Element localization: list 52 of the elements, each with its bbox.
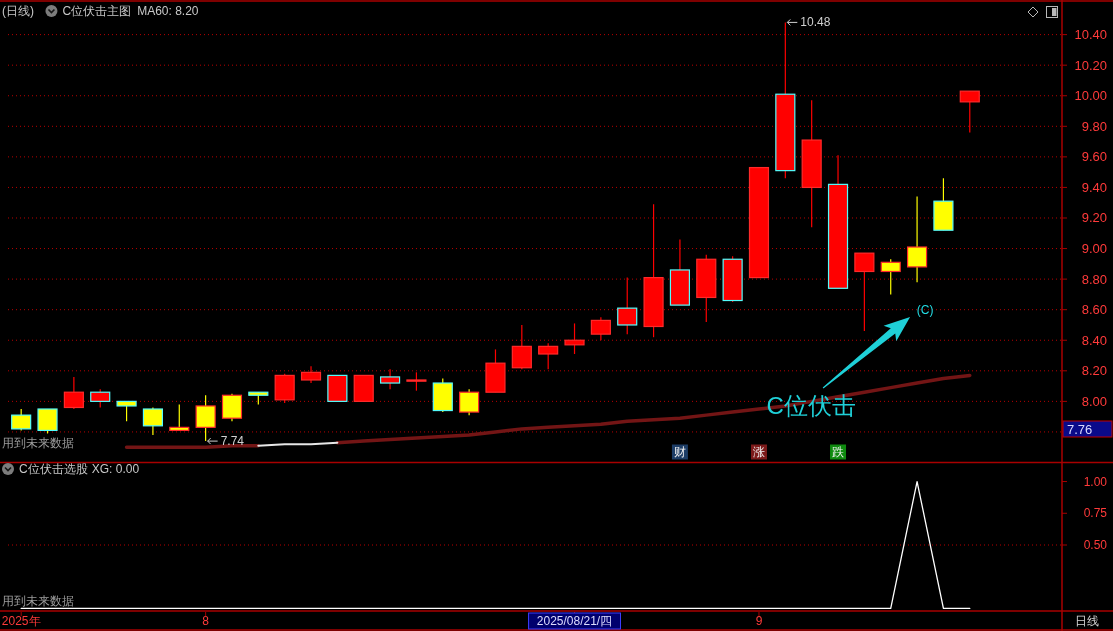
y-tick-label: 9.20	[1081, 210, 1107, 226]
y-tick-label: 9.40	[1081, 179, 1107, 195]
y-tick-label: 10.20	[1074, 57, 1107, 73]
x-tick-label: 9	[755, 614, 763, 628]
candlestick	[880, 258, 901, 295]
x-tick-label: 8	[202, 614, 210, 628]
y-tick-label: 8.60	[1081, 302, 1107, 318]
y-tick-label: 9.80	[1081, 118, 1107, 134]
x-tick-label: 2025年	[1, 614, 41, 628]
y-tick-label: 8.80	[1081, 271, 1107, 287]
candlestick	[90, 388, 111, 409]
candlestick	[617, 276, 638, 335]
y-tick-label: 10.00	[1074, 88, 1107, 104]
candlestick	[379, 368, 401, 390]
candlestick	[221, 393, 243, 422]
candlestick	[37, 408, 58, 435]
y-tick-label: 8.40	[1081, 332, 1107, 348]
candlestick	[854, 252, 875, 332]
candlestick	[63, 376, 84, 410]
candlestick	[906, 196, 928, 283]
chart-title: (日线)	[2, 4, 34, 18]
annotation: XG: 0.00	[91, 462, 140, 476]
candlestick	[116, 400, 137, 422]
annotation: (C)	[916, 303, 934, 317]
candlestick	[169, 403, 190, 432]
candlestick	[959, 90, 980, 134]
y-tick-label: 9.60	[1081, 149, 1107, 165]
candlestick	[564, 322, 585, 355]
annotation: 用到未来数据	[2, 594, 74, 608]
x-tick-label: 2025/08/21/四	[536, 614, 613, 628]
y-tick-label: 10.40	[1074, 27, 1107, 43]
text: 日线	[1075, 614, 1099, 628]
text: 7.76	[1067, 421, 1093, 437]
y-tick-label: 0.50	[1083, 538, 1108, 552]
chart-subtitle: C位伏击主图	[62, 4, 132, 18]
annotation: 7.74	[220, 434, 245, 449]
candlestick	[142, 406, 164, 436]
candlestick	[590, 316, 611, 341]
candlestick	[406, 371, 427, 392]
candlestick	[538, 342, 559, 370]
y-tick-label: 9.00	[1081, 241, 1107, 257]
y-tick-label: 1.00	[1083, 474, 1108, 489]
annotation: 用到未来数据	[2, 436, 74, 450]
candlestick	[459, 388, 480, 416]
y-tick-label: 0.75	[1083, 506, 1108, 521]
annotation: 10.48	[800, 15, 831, 30]
annotation: C位伏击	[766, 391, 856, 419]
annotation: MA60: 8.20	[137, 4, 199, 18]
y-tick-label: 8.20	[1081, 363, 1107, 379]
candlestick	[511, 324, 532, 370]
y-tick-label: 8.00	[1081, 393, 1107, 409]
chart-title: C位伏击选股	[19, 462, 88, 476]
